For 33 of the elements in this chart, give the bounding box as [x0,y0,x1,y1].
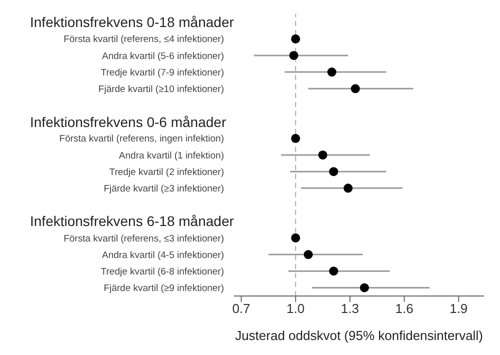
point [327,68,336,77]
x-tick-label: 1.9 [450,301,468,316]
point [360,283,369,292]
point [291,233,300,242]
x-tick-label: 0.7 [232,301,250,316]
y-tick-label: Tredje kvartil (6-8 infektioner) [100,266,224,278]
point [318,150,328,160]
point [344,184,353,193]
point [291,134,300,143]
point [291,34,300,44]
y-tick-label: Fjärde kvartil (≥10 infektioner) [98,84,224,95]
point [304,250,313,260]
y-tick-label: Andra kvartil (5-6 infektioner) [102,50,224,62]
y-tick-label: Andra kvartil (1 infektion) [118,150,224,162]
y-tick-label: Andra kvartil (4-5 infektioner) [102,250,224,261]
y-tick-label: Första kvartil (referens, ≤4 infektioner) [64,34,224,46]
point [329,266,338,276]
point [289,50,298,60]
x-tick-label: 1.0 [286,301,305,316]
y-tick-label: Första kvartil (referens, ≤3 infektioner) [64,233,224,244]
text: Infektionsfrekvens 0-18 månader [30,13,234,32]
y-tick-label: Tredje kvartil (7-9 infektioner) [100,67,224,78]
point [329,167,338,176]
y-tick-label: Fjärde kvartil (≥3 infektioner) [104,184,224,194]
y-tick-label: Fjärde kvartil (≥9 infektioner) [104,283,224,294]
point [350,84,360,94]
text: Infektionsfrekvens 6-18 månader [30,212,234,230]
x-tick-label: 1.3 [340,301,359,316]
x-axis-title: Justerad oddskvot (95% konfidensintervall) [235,328,483,343]
text: Infektionsfrekvens 0-6 månader [30,112,226,131]
y-tick-label: Tredje kvartil (2 infektioner) [109,166,224,178]
y-tick-label: Första kvartil (referens, ingen infektion) [59,134,224,145]
x-tick-label: 1.6 [395,301,414,316]
